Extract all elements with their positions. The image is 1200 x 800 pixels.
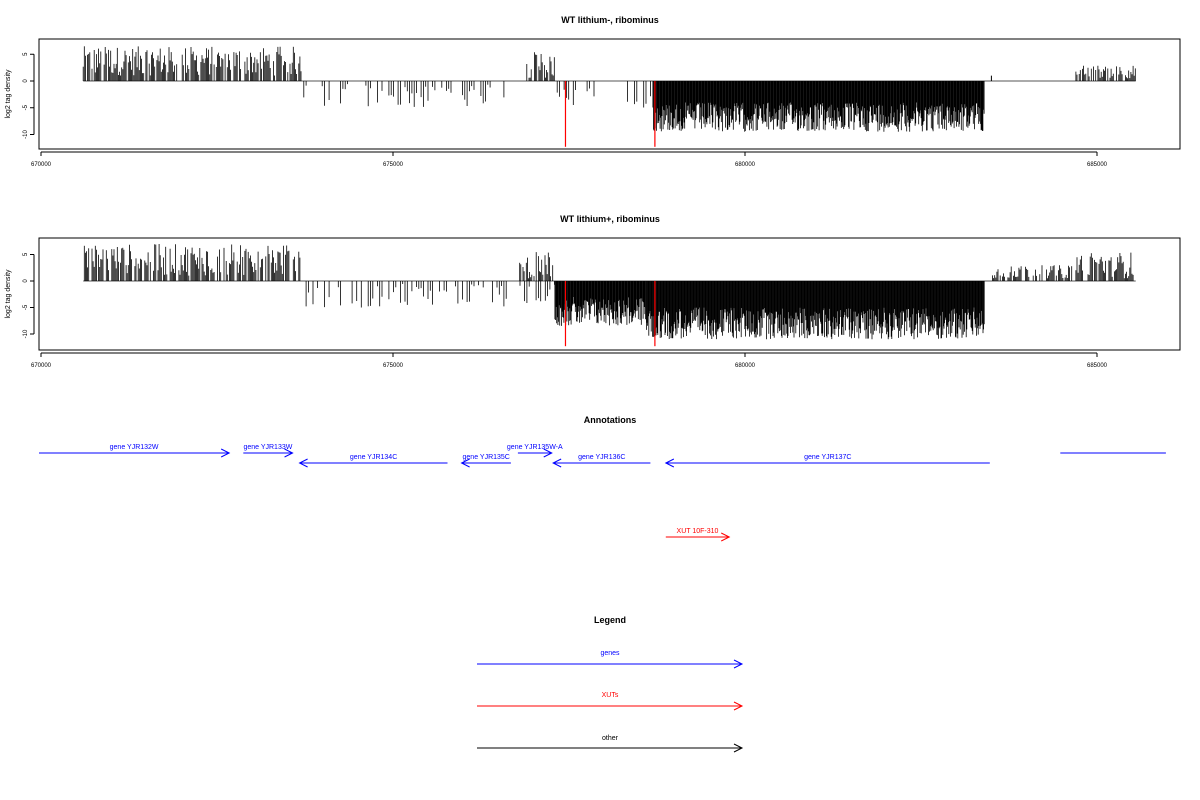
annotation-feature: gene YJR137C — [664, 454, 990, 468]
x-axis: 670000 675000 680000 685000 — [31, 352, 1108, 369]
arrow-head-icon — [552, 458, 562, 468]
legend-label: genes — [600, 650, 620, 657]
y-tick-label: 5 — [23, 252, 29, 256]
feature-label: gene YJR134C — [350, 454, 397, 461]
annotation-feature: gene YJR135W-A — [507, 444, 563, 458]
x-tick-label: 670000 — [31, 162, 52, 168]
arrow-head-icon — [220, 448, 231, 458]
y-tick-label: 0 — [23, 79, 29, 83]
y-axis: 5 0 -5 -10 — [23, 252, 35, 338]
x-tick-label: 685000 — [1087, 363, 1108, 369]
panel-lithium-plus: WT lithium+, ribominus 670000 675000 68000… — [5, 214, 1181, 369]
legend-item-genes: genes — [477, 650, 744, 669]
legend-title: Legend — [594, 615, 626, 625]
xut-markers — [564, 281, 656, 347]
plot-frame — [38, 38, 1181, 150]
annotation-feature: gene YJR135C — [460, 454, 511, 468]
y-tick-label: 0 — [23, 279, 29, 283]
annotation-feature: gene YJR134C — [298, 454, 448, 468]
y-axis-label: log2 tag density — [5, 269, 12, 319]
arrow-head-icon — [733, 701, 744, 711]
x-tick-label: 685000 — [1087, 162, 1108, 168]
y-tick-label: -10 — [23, 329, 29, 338]
x-tick-label: 675000 — [383, 162, 404, 168]
x-tick-label: 675000 — [383, 363, 404, 369]
y-axis: 5 0 -5 -10 — [23, 52, 35, 139]
feature-label: gene YJR137C — [804, 454, 851, 461]
arrow-head-icon — [733, 743, 744, 753]
panel-lithium-minus: WT lithium-, ribominus 670000 675000 68000… — [5, 15, 1181, 168]
annotation-features: gene YJR132W gene YJR133W gene YJR134C gene… — [39, 444, 1166, 542]
y-tick-label: -5 — [23, 304, 29, 310]
annotation-feature: gene YJR136C — [552, 454, 651, 468]
feature-label: gene YJR136C — [578, 454, 625, 461]
legend-panel: Legend genes XUTs other — [477, 615, 744, 753]
legend-item-xuts: XUTs — [477, 692, 744, 711]
y-tick-label: -10 — [23, 130, 29, 139]
annotation-feature: gene YJR133W — [243, 444, 294, 458]
arrow-head-icon — [721, 532, 731, 542]
x-axis: 670000 675000 680000 685000 — [31, 151, 1108, 168]
annotation-feature: gene YJR132W — [39, 444, 231, 458]
annotations-panel: Annotations gene YJR132W gene YJR133Wgene… — [39, 415, 1166, 542]
feature-label: gene YJR132W — [110, 444, 159, 451]
x-tick-label: 680000 — [735, 162, 756, 168]
x-tick-label: 670000 — [31, 363, 52, 369]
tag-density-bars — [83, 244, 1136, 340]
feature-label: gene YJR135C — [463, 454, 510, 461]
legend-item-other: other — [477, 735, 744, 753]
panel-title: WT lithium+, ribominus — [560, 214, 660, 224]
legend-label: other — [602, 735, 619, 742]
y-axis-label: log2 tag density — [5, 69, 12, 119]
xut-markers — [564, 81, 656, 147]
panel-title: WT lithium-, ribominus — [561, 15, 659, 25]
x-tick-label: 680000 — [735, 363, 756, 369]
feature-label: gene YJR135W-A — [507, 444, 563, 451]
arrow-head-icon — [543, 448, 553, 458]
arrow-head-icon — [284, 448, 294, 458]
y-tick-label: -5 — [23, 104, 29, 110]
annotation-feature: XUT 10F-310 — [665, 528, 731, 542]
annotations-title: Annotations — [584, 415, 637, 425]
tag-density-bars — [82, 46, 1136, 132]
legend-label: XUTs — [602, 692, 619, 699]
y-tick-label: 5 — [23, 52, 29, 56]
feature-label: XUT 10F-310 — [677, 528, 719, 535]
arrow-head-icon — [733, 659, 744, 669]
arrow-head-icon — [664, 458, 675, 468]
feature-label: gene YJR133W — [243, 444, 292, 451]
arrow-head-icon — [298, 458, 308, 468]
plot-frame — [38, 237, 1181, 351]
arrow-head-icon — [460, 458, 470, 468]
